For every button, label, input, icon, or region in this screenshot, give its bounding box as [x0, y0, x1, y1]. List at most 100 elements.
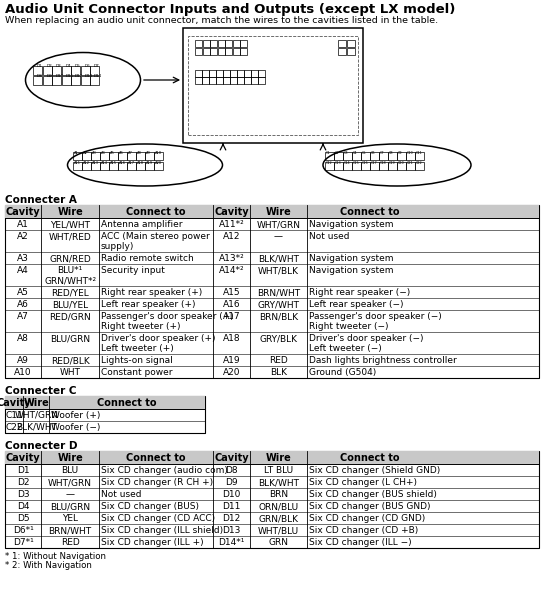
Text: Wire: Wire	[265, 453, 291, 463]
Text: —: —	[66, 490, 75, 499]
Text: Dash lights brightness controller: Dash lights brightness controller	[309, 356, 457, 365]
Text: LT BLU: LT BLU	[264, 466, 293, 475]
Text: Security input: Security input	[101, 266, 165, 275]
Bar	[90, 66, 99, 75]
Text: Navigation system: Navigation system	[309, 254, 394, 263]
Bar	[223, 70, 230, 76]
Text: WHT/GRN: WHT/GRN	[48, 478, 92, 487]
Text: C1: C1	[326, 151, 331, 155]
Text: WHT/RED: WHT/RED	[49, 232, 91, 241]
Text: —: —	[274, 232, 283, 241]
Text: Right tweeter (−): Right tweeter (−)	[309, 322, 389, 331]
Bar	[370, 162, 379, 170]
Text: Connect to: Connect to	[126, 453, 186, 463]
Bar	[5, 396, 205, 409]
Text: D7*¹: D7*¹	[13, 538, 34, 547]
Text: WHT/GRN: WHT/GRN	[256, 220, 300, 229]
Bar	[240, 47, 247, 55]
Bar	[81, 76, 90, 85]
Bar	[195, 77, 201, 84]
Text: WHT/GRN: WHT/GRN	[14, 411, 58, 420]
Text: RED/BLK: RED/BLK	[51, 356, 90, 365]
Text: GRN/BLK: GRN/BLK	[258, 514, 299, 523]
Bar	[232, 40, 239, 47]
Text: C22: C22	[5, 423, 23, 432]
Bar	[352, 162, 361, 170]
Text: A13: A13	[92, 161, 99, 165]
Bar	[334, 152, 343, 160]
Text: Six CD changer (ILL −): Six CD changer (ILL −)	[309, 538, 412, 547]
Bar	[244, 77, 250, 84]
Text: A5: A5	[110, 151, 115, 155]
Bar	[230, 77, 237, 84]
Text: Right rear speaker (+): Right rear speaker (+)	[101, 288, 202, 297]
Bar	[5, 205, 539, 378]
Text: Six CD changer (Shield GND): Six CD changer (Shield GND)	[309, 466, 441, 475]
Bar	[202, 40, 209, 47]
Text: D11: D11	[222, 502, 240, 511]
Text: Right tweeter (+): Right tweeter (+)	[101, 322, 181, 331]
Text: A11*²: A11*²	[219, 220, 244, 229]
Text: Lights-on signal: Lights-on signal	[101, 356, 173, 365]
Text: BLU: BLU	[61, 466, 79, 475]
Text: C10: C10	[407, 151, 413, 155]
Bar	[145, 152, 153, 160]
Text: D10: D10	[222, 490, 240, 499]
Text: D5: D5	[17, 514, 29, 523]
Text: GRN/RED: GRN/RED	[50, 254, 91, 263]
Text: Six CD changer (audio com): Six CD changer (audio com)	[101, 466, 228, 475]
Text: Connecter D: Connecter D	[5, 441, 77, 451]
Text: BLK/WHT: BLK/WHT	[258, 478, 299, 487]
Text: BLK: BLK	[270, 368, 287, 377]
Text: A8: A8	[137, 151, 142, 155]
Text: RED: RED	[61, 538, 79, 547]
Text: A3: A3	[17, 254, 29, 263]
Text: Woofer (+): Woofer (+)	[51, 411, 101, 420]
Text: Connecter C: Connecter C	[5, 386, 77, 396]
Bar	[210, 47, 217, 55]
Bar	[202, 47, 209, 55]
Text: BLU*¹: BLU*¹	[58, 266, 83, 275]
Text: BLU/GRN: BLU/GRN	[50, 334, 90, 343]
Text: Wire: Wire	[57, 207, 83, 217]
Text: A7: A7	[128, 151, 133, 155]
Bar	[338, 40, 346, 47]
Text: GRN/WHT*²: GRN/WHT*²	[44, 276, 96, 285]
Text: Navigation system: Navigation system	[309, 220, 394, 229]
Text: A9: A9	[17, 356, 29, 365]
Text: A12: A12	[83, 161, 90, 165]
Text: YEL/WHT: YEL/WHT	[50, 220, 90, 229]
Text: A16: A16	[119, 161, 126, 165]
Bar	[81, 66, 90, 75]
Bar	[118, 152, 127, 160]
Text: BLK/WHT: BLK/WHT	[16, 423, 57, 432]
Text: Connect to: Connect to	[126, 207, 186, 217]
Text: * 1: Without Navigation: * 1: Without Navigation	[5, 552, 106, 561]
Text: Right rear speaker (−): Right rear speaker (−)	[309, 288, 411, 297]
Text: Connect to: Connect to	[97, 398, 157, 408]
Text: A12: A12	[222, 232, 240, 241]
Text: When replacing an audio unit connector, match the wires to the cavities listed i: When replacing an audio unit connector, …	[5, 16, 438, 25]
Bar	[415, 152, 423, 160]
Bar	[388, 162, 397, 170]
Text: D14: D14	[94, 74, 102, 78]
Text: D10: D10	[56, 74, 64, 78]
Text: C15: C15	[353, 161, 360, 165]
Bar	[188, 36, 358, 135]
Bar	[258, 70, 264, 76]
Text: Passenger's door speaker (+): Passenger's door speaker (+)	[101, 312, 234, 321]
Text: Radio remote switch: Radio remote switch	[101, 254, 194, 263]
Text: GRN: GRN	[268, 538, 288, 547]
Bar	[379, 152, 387, 160]
Text: C12: C12	[326, 161, 332, 165]
Text: BRN: BRN	[269, 490, 288, 499]
Text: GRY/WHT: GRY/WHT	[257, 300, 299, 309]
Text: D1: D1	[17, 466, 29, 475]
Text: Left tweeter (+): Left tweeter (+)	[101, 344, 174, 353]
Text: D13: D13	[222, 526, 240, 535]
Bar	[230, 70, 237, 76]
Text: Connecter A: Connecter A	[5, 195, 77, 205]
Text: RED: RED	[269, 356, 288, 365]
Text: D12: D12	[75, 74, 83, 78]
Text: * 2: With Navigation: * 2: With Navigation	[5, 561, 92, 570]
